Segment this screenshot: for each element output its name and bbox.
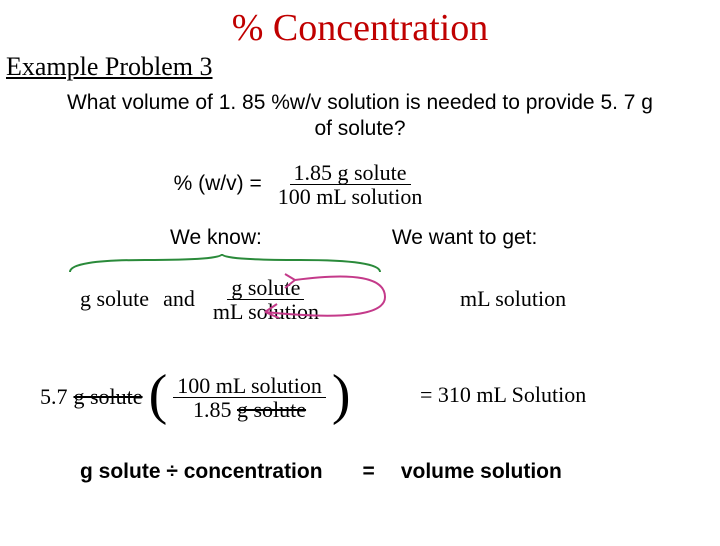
calc-mass-unit: g solute bbox=[74, 384, 143, 410]
calc-result: = 310 mL Solution bbox=[420, 382, 586, 408]
formula-numerator: 1.85 g solute bbox=[290, 161, 411, 185]
calc-frac-den-unit: g solute bbox=[237, 397, 306, 422]
calc-frac-num: 100 mL solution bbox=[173, 374, 326, 398]
calc-frac-den-val: 1.85 bbox=[193, 397, 232, 422]
calc-fraction: 100 mL solution 1.85 g solute bbox=[173, 374, 326, 421]
page-title: % Concentration bbox=[0, 6, 720, 50]
problem-question: What volume of 1. 85 %w/v solution is ne… bbox=[60, 90, 660, 143]
formula-denominator: 100 mL solution bbox=[274, 185, 427, 208]
formula-row: % (w/v) = 1.85 g solute 100 mL solution bbox=[0, 161, 720, 208]
final-right: volume solution bbox=[401, 460, 562, 484]
calc-row: 5.7 g solute ( 100 mL solution 1.85 g so… bbox=[0, 356, 720, 436]
calc-mass: 5.7 bbox=[40, 384, 68, 410]
calc-frac-den: 1.85 g solute bbox=[189, 398, 310, 421]
want-ml-solution: mL solution bbox=[460, 286, 566, 312]
final-left: g solute ÷ concentration bbox=[80, 460, 323, 484]
known-row: g solute and g solute mL solution mL sol… bbox=[0, 254, 720, 324]
formula-lhs: % (w/v) = bbox=[174, 172, 262, 196]
known-and: and bbox=[163, 286, 195, 312]
final-eq: = bbox=[363, 460, 375, 484]
known-gsolute: g solute bbox=[80, 286, 149, 312]
formula-fraction: 1.85 g solute 100 mL solution bbox=[274, 161, 427, 208]
we-want-label: We want to get: bbox=[392, 226, 538, 250]
know-want-row: We know: We want to get: bbox=[0, 226, 720, 250]
flip-arrow-icon bbox=[235, 272, 395, 322]
calc-left: 5.7 g solute ( 100 mL solution 1.85 g so… bbox=[40, 374, 351, 421]
example-subtitle: Example Problem 3 bbox=[6, 52, 720, 82]
we-know-label: We know: bbox=[170, 226, 262, 250]
final-row: g solute ÷ concentration = volume soluti… bbox=[0, 460, 720, 484]
